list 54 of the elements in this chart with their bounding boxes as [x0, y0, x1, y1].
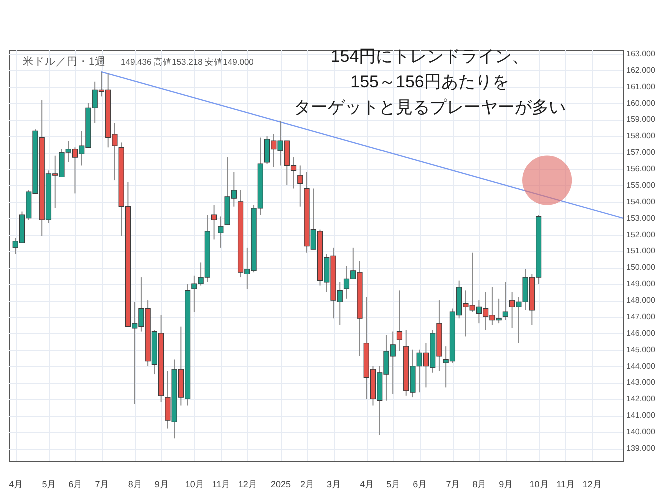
- x-tick-label: 4月: [360, 480, 374, 490]
- x-tick-label: 12月: [582, 480, 602, 490]
- x-tick-label: 9月: [499, 480, 514, 490]
- y-tick-label: 144.000: [626, 362, 656, 371]
- y-tick-label: 154.000: [626, 197, 656, 206]
- x-tick-label: 9月: [154, 480, 169, 490]
- y-tick-label: 140.000: [626, 428, 656, 437]
- x-tick-label: 7月: [95, 480, 110, 490]
- y-tick-label: 149.000: [626, 280, 656, 289]
- y-tick-label: 163.000: [626, 49, 656, 58]
- x-tick-label: 5月: [42, 480, 56, 490]
- x-tick-label: 8月: [472, 480, 487, 490]
- y-tick-label: 146.000: [626, 328, 656, 338]
- y-tick-label: 151.000: [626, 246, 656, 256]
- candlestick: [211, 204, 218, 240]
- x-tick-label: 7月: [446, 480, 460, 490]
- y-tick-label: 148.000: [626, 296, 656, 306]
- y-tick-label: 160.000: [626, 98, 656, 108]
- candlestick: [396, 290, 403, 352]
- x-tick-label: 6月: [413, 480, 428, 490]
- x-tick-label: 12月: [238, 480, 258, 490]
- annotation: 154円にトレンドライン、155～156円あたりをターゲットと見るプレーヤーが多い: [294, 47, 566, 117]
- y-tick-label: 153.000: [626, 214, 656, 223]
- y-tick-label: 143.000: [626, 378, 656, 388]
- y-tick-label: 158.000: [626, 132, 656, 141]
- x-tick-label: 5月: [386, 480, 401, 490]
- y-tick-label: 155.000: [626, 180, 656, 190]
- x-tick-label: 8月: [128, 480, 142, 490]
- x-tick-label: 2025: [271, 480, 292, 490]
- x-tick-label: 11月: [556, 480, 575, 490]
- text: 149.436 高値153.218 安値149.000: [121, 57, 254, 67]
- x-tick-label: 10月: [185, 480, 204, 490]
- y-tick-label: 159.000: [626, 115, 656, 124]
- x-tick-label: 10月: [530, 480, 549, 490]
- y-tick-label: 162.000: [626, 66, 656, 75]
- x-tick-label: 11月: [212, 480, 231, 490]
- y-tick-label: 152.000: [626, 230, 656, 240]
- y-tick-label: 142.000: [626, 394, 656, 404]
- x-tick-label: 2月: [300, 480, 315, 490]
- candlestick: [502, 282, 508, 321]
- text: 米ドル／円・1週: [23, 55, 106, 68]
- y-tick-label: 150.000: [626, 263, 656, 272]
- y-tick-label: 139.000: [626, 444, 656, 454]
- y-tick-label: 145.000: [626, 345, 656, 354]
- x-tick-label: 4月: [9, 480, 24, 490]
- y-tick-label: 156.000: [626, 164, 656, 174]
- x-tick-label: 3月: [326, 480, 342, 490]
- y-tick-label: 141.000: [626, 411, 656, 420]
- x-tick-label: 6月: [68, 480, 83, 490]
- y-tick-label: 161.000: [626, 82, 656, 92]
- candlestick: [298, 165, 304, 208]
- y-tick-label: 147.000: [626, 312, 656, 322]
- y-tick-label: 157.000: [626, 148, 656, 158]
- candlestick: [218, 216, 224, 248]
